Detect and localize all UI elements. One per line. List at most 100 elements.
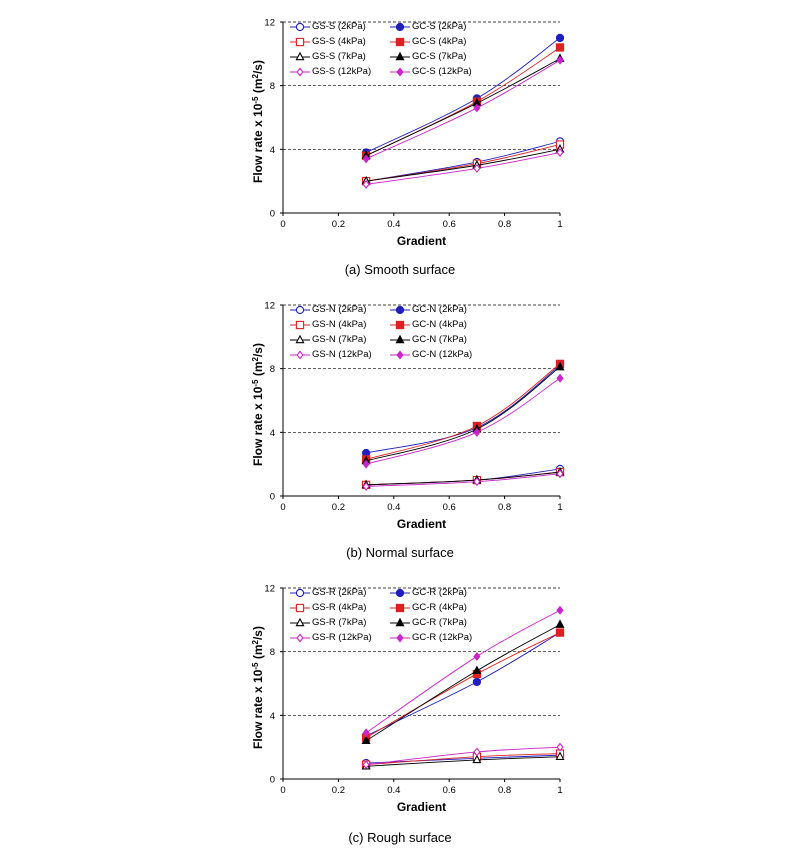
legend-marker [295,588,305,598]
legend-swatch [390,22,410,32]
chart-panel-smooth: 0 4 8 12 0 0.2 0.4 0.6 0.8 1 Gradient Flow rate x 1… [0,0,800,283]
legend-marker [295,305,305,315]
legend-marker [295,37,305,47]
legend-swatch [390,305,410,315]
y-tick-label: 4 [270,428,275,439]
x-tick-label: 1 [557,219,562,230]
x-tick-label: 0.6 [443,785,456,796]
data-point [472,754,482,764]
legend-label: GS-S (4kPa) [312,36,366,47]
chart-legend: GS-S (2kPa) GC-S (2kPa) GS-S (4kPa) GC-S (4… [290,20,490,80]
y-axis-label: Flow rate x 10-5 (m2/s) [251,343,266,466]
x-tick-label: 0.8 [498,219,511,230]
data-point [556,55,564,65]
chart-panel-rough: 0 4 8 12 0 0.2 0.4 0.6 0.8 1 Gradient Flow rate x 1… [0,566,800,858]
y-axis-label-part: Flow rate x 10 [251,669,265,749]
legend-marker [395,603,405,613]
legend-label: GS-S (2kPa) [312,21,366,32]
legend-label: GS-R (7kPa) [312,617,367,628]
x-tick-label: 0.6 [443,219,456,230]
y-axis-label-part: (m [251,78,265,96]
y-tick-label: 12 [264,18,275,29]
legend-marker [395,51,405,61]
y-tick-label: 8 [270,647,275,658]
legend-marker [295,334,305,344]
legend-label: GC-R (7kPa) [412,617,467,628]
y-tick-label: 8 [270,81,275,92]
data-point [556,469,564,479]
legend-marker [295,603,305,613]
legend-label: GC-R (12kPa) [412,632,473,643]
x-tick-label: 0.2 [332,219,345,230]
legend-label: GS-N (12kPa) [312,349,372,360]
x-tick-label: 0.2 [332,785,345,796]
legend-swatch [390,588,410,598]
legend-swatch [290,588,310,598]
data-point [362,459,370,469]
data-point [472,665,482,675]
x-tick-label: 0.8 [498,502,511,513]
legend-swatch [390,51,410,61]
x-axis-label: Gradient [397,800,446,814]
legend-label: GS-R (12kPa) [312,632,372,643]
legend-marker [295,320,305,330]
legend-swatch [290,51,310,61]
legend-swatch [390,334,410,344]
legend-label: GS-N (4kPa) [312,319,367,330]
y-axis-label-part: (m [251,644,265,662]
data-point [556,373,564,383]
legend-swatch [390,603,410,613]
data-point [362,154,370,164]
data-point [556,148,564,157]
legend-swatch [290,37,310,47]
chart-panel-normal: 0 4 8 12 0 0.2 0.4 0.6 0.8 1 Gradient Flow rate x 1… [0,283,800,566]
legend-marker [395,320,405,330]
chart-plot: 0 4 8 12 0 0.2 0.4 0.6 0.8 1 Gradient Flow rate x 1… [251,301,565,531]
y-tick-label: 4 [270,711,275,722]
y-axis-label-part: -5 [251,379,260,387]
data-point [556,605,564,615]
y-axis-label-part: /s) [251,60,265,74]
chart-caption: (a) Smooth surface [344,262,456,277]
legend-label: GS-S (7kPa) [312,51,366,62]
legend-marker [395,617,405,627]
y-tick-label: 0 [270,492,275,503]
legend-swatch [290,67,310,77]
y-tick-label: 0 [270,775,275,786]
data-point [473,427,481,437]
legend-swatch [290,617,310,627]
legend-swatch [390,350,410,360]
legend-label: GC-N (7kPa) [412,334,467,345]
data-point [556,742,564,752]
y-axis-label-part: -5 [251,662,260,670]
legend-swatch [390,320,410,330]
data-point [473,103,481,113]
data-point [473,163,481,173]
legend-marker [295,51,305,61]
y-tick-label: 0 [270,209,275,220]
chart-caption: (c) Rough surface [348,830,452,845]
legend-marker [395,588,405,598]
data-point [362,179,370,189]
legend-marker [395,334,405,344]
y-axis-label-part: /s) [251,626,265,640]
legend-swatch [290,320,310,330]
y-tick-label: 8 [270,364,275,375]
series-line [365,365,561,454]
series-line [366,471,561,486]
legend-marker [295,22,305,32]
legend-marker [396,350,404,360]
legend-swatch [390,37,410,47]
x-tick-label: 0.4 [387,219,400,230]
y-axis-label-part: -5 [251,96,260,104]
data-point [362,481,370,491]
series-line [366,471,561,486]
legend-marker [395,37,405,47]
y-axis-label-part: 2 [251,73,260,78]
series-line [366,754,561,764]
y-axis-label: Flow rate x 10-5 (m2/s) [251,60,266,183]
legend-swatch [290,350,310,360]
data-point [555,619,565,628]
legend-label: GC-S (12kPa) [412,66,472,77]
x-tick-label: 0.8 [498,785,511,796]
